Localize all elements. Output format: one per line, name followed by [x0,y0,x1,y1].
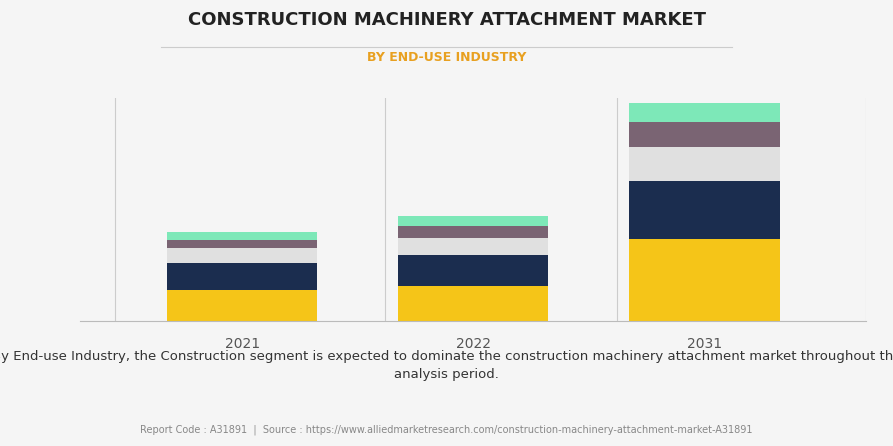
Bar [398,216,548,226]
Bar [167,263,317,290]
Text: By End-use Industry, the Construction segment is expected to dominate the constr: By End-use Industry, the Construction se… [0,350,893,381]
Bar [167,232,317,240]
Bar [398,255,548,286]
Bar [630,103,780,122]
Text: CONSTRUCTION MACHINERY ATTACHMENT MARKET: CONSTRUCTION MACHINERY ATTACHMENT MARKET [188,11,705,29]
Bar [398,226,548,238]
Text: Report Code : A31891  |  Source : https://www.alliedmarketresearch.com/construct: Report Code : A31891 | Source : https://… [140,424,753,435]
Bar [167,240,317,248]
Bar [398,238,548,255]
Bar [167,248,317,263]
Bar [630,122,780,147]
Bar [630,181,780,239]
Bar [630,239,780,321]
Bar [167,290,317,321]
Bar [630,147,780,181]
Text: BY END-USE INDUSTRY: BY END-USE INDUSTRY [367,51,526,64]
Bar [398,286,548,321]
